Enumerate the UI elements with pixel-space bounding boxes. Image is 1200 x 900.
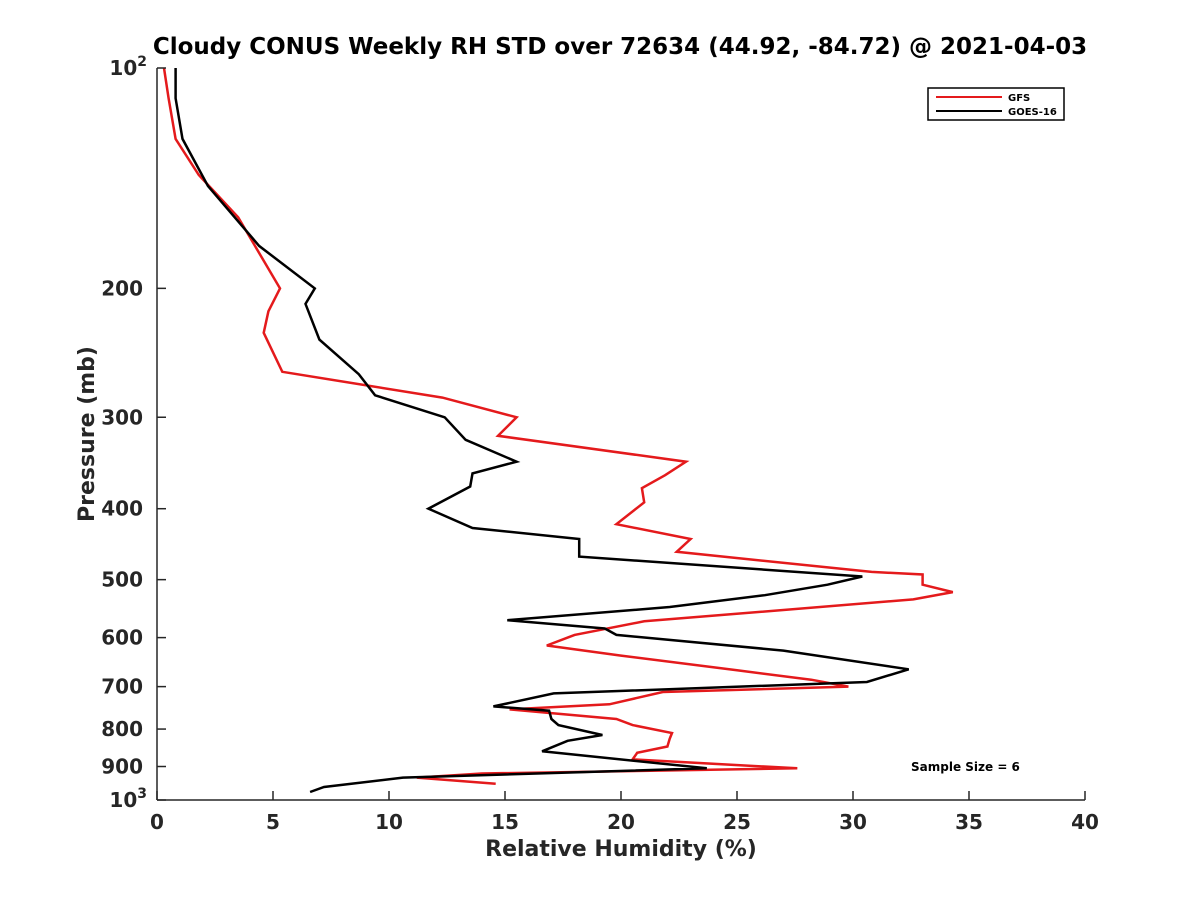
y-tick-label: 300 — [101, 405, 143, 429]
x-tick-label: 20 — [607, 810, 635, 834]
x-tick-label: 35 — [955, 810, 983, 834]
y-tick-label: 103 — [109, 786, 147, 812]
x-tick-label: 30 — [839, 810, 867, 834]
x-axis-label: Relative Humidity (%) — [485, 837, 757, 862]
legend-label-goes16: GOES-16 — [1008, 107, 1057, 118]
y-tick-label: 700 — [101, 675, 143, 699]
y-tick-label: 102 — [109, 54, 147, 80]
y-axis-label: Pressure (mb) — [75, 346, 100, 522]
x-tick-label: 5 — [266, 810, 280, 834]
x-tick-label: 25 — [723, 810, 751, 834]
y-tick-label: 900 — [101, 755, 143, 779]
x-axis-ticks: 0 5 10 15 20 25 30 35 40 — [150, 791, 1099, 834]
legend: GFS GOES-16 — [927, 87, 1065, 121]
series-line-gfs — [162, 67, 954, 785]
sample-size-annotation: Sample Size = 6 — [911, 760, 1020, 774]
y-tick-label: 500 — [101, 568, 143, 592]
x-tick-label: 0 — [150, 810, 164, 834]
chart-title: Cloudy CONUS Weekly RH STD over 72634 (4… — [153, 34, 1087, 60]
y-axis-ticks: 102 200 300 400 500 600 700 800 900 103 — [101, 54, 166, 812]
plot-area — [157, 68, 1085, 800]
y-tick-label: 400 — [101, 497, 143, 521]
series-layer — [162, 67, 954, 794]
series-line-goes16 — [174, 68, 910, 794]
y-tick-label: 200 — [101, 276, 143, 300]
legend-label-gfs: GFS — [1008, 93, 1030, 104]
x-tick-label: 10 — [375, 810, 403, 834]
y-tick-label: 600 — [101, 626, 143, 650]
legend-box — [927, 87, 1065, 121]
x-tick-label: 40 — [1071, 810, 1099, 834]
x-tick-label: 15 — [491, 810, 519, 834]
y-tick-label: 800 — [101, 717, 143, 741]
